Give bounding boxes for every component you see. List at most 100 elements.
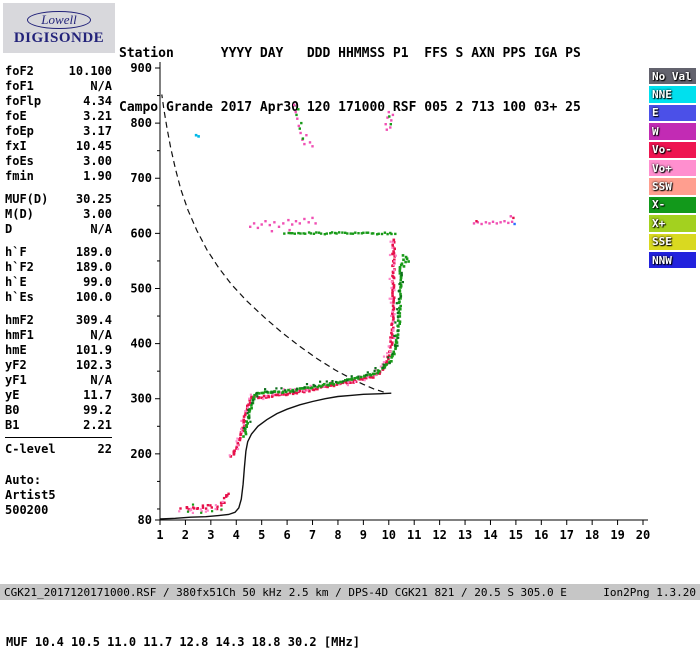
- param-label: yE: [5, 388, 20, 402]
- svg-text:15: 15: [509, 528, 523, 542]
- logo-lowell-text: Lowell: [27, 10, 91, 29]
- param-label: h`Es: [5, 290, 34, 304]
- svg-text:13: 13: [458, 528, 472, 542]
- legend-item-x-: X-: [649, 196, 696, 214]
- status-bar: CGK21_2017120171000.RSF / 380fx51Ch 50 k…: [0, 584, 700, 600]
- series-second-hop-pink-dots: [249, 216, 317, 233]
- param-row-mufd: MUF(D) 30.25: [5, 192, 112, 207]
- param-label: h`F: [5, 245, 27, 259]
- param-row-hme: hmE 101.9: [5, 343, 112, 358]
- svg-text:400: 400: [130, 337, 152, 351]
- svg-text:900: 900: [130, 61, 152, 75]
- param-value: 3.00: [83, 154, 112, 168]
- param-row-hmf2: hmF2 309.4: [5, 313, 112, 328]
- param-label: fxI: [5, 139, 27, 153]
- plot-axes: [155, 62, 648, 525]
- legend-item-sse: SSE: [649, 233, 696, 250]
- header-field-values-row: Campo Grande 2017 Apr30 120 171000 RSF 0…: [119, 100, 581, 115]
- param-label: foFlp: [5, 94, 42, 108]
- legend-item-w: W: [649, 123, 696, 140]
- muf-row: MUF 10.4 10.5 11.0 11.7 12.8 14.3 18.8 3…: [6, 635, 361, 649]
- param-row-d: D N/A: [5, 222, 112, 237]
- param-label: fmin: [5, 169, 34, 183]
- svg-text:6: 6: [283, 528, 290, 542]
- series-upper-scatter-green: [295, 108, 392, 140]
- param-value: 3.00: [83, 207, 112, 221]
- svg-text:500: 500: [130, 281, 152, 295]
- series-x-trace: [242, 263, 403, 438]
- param-value: 99.2: [83, 403, 112, 417]
- svg-text:17: 17: [560, 528, 574, 542]
- series-es-green-dots: [186, 503, 223, 514]
- svg-text:3: 3: [207, 528, 214, 542]
- series-upper-scatter-pink: [293, 103, 395, 148]
- param-value: N/A: [90, 222, 112, 236]
- param-value: 102.3: [75, 358, 112, 372]
- param-label: foEp: [5, 124, 34, 138]
- svg-text:600: 600: [130, 226, 152, 240]
- series-o-trace: [229, 238, 396, 458]
- param-value: 101.9: [75, 343, 112, 357]
- param-panel: foF2 10.100 foF1 N/A foFlp 4.34 foE 3.21 foEp 3.1…: [5, 64, 112, 518]
- param-label: foE: [5, 109, 27, 123]
- svg-text:1: 1: [156, 528, 163, 542]
- param-value: N/A: [90, 328, 112, 342]
- series-second-hop-green-line: [283, 231, 397, 236]
- param-row-foep: foEp 3.17: [5, 124, 112, 139]
- legend-item-nne: NNE: [649, 86, 696, 103]
- param-label: 500200: [5, 503, 49, 517]
- svg-text:11: 11: [407, 528, 421, 542]
- series-oblique-cluster-red: [475, 216, 515, 223]
- param-row-clevel: C-level 22: [5, 442, 112, 457]
- svg-text:700: 700: [130, 171, 152, 185]
- series-true-height-profile: [159, 392, 392, 520]
- svg-text:12: 12: [432, 528, 446, 542]
- param-label: foF2: [5, 64, 34, 78]
- param-label: Artist5: [5, 488, 56, 502]
- param-label: yF2: [5, 358, 27, 372]
- svg-text:10: 10: [382, 528, 396, 542]
- param-value: 10.100: [68, 64, 112, 78]
- param-value: 4.34: [83, 94, 112, 108]
- param-label: hmF2: [5, 313, 34, 327]
- status-file-info: CGK21_2017120171000.RSF / 380fx51Ch 50 k…: [4, 585, 567, 599]
- param-label: B0: [5, 403, 20, 417]
- param-label: B1: [5, 418, 20, 432]
- param-value: 99.0: [83, 275, 112, 289]
- param-label: hmE: [5, 343, 27, 357]
- param-row-b1: B1 2.21: [5, 418, 112, 433]
- legend-item-nnw: NNW: [649, 251, 696, 269]
- svg-text:16: 16: [534, 528, 548, 542]
- param-value: N/A: [90, 373, 112, 387]
- svg-text:8: 8: [334, 528, 341, 542]
- logo-digisonde-text: DIGISONDE: [13, 29, 105, 46]
- series-oblique-cluster-pink: [472, 215, 514, 226]
- svg-text:200: 200: [130, 447, 152, 461]
- param-value: 30.25: [75, 192, 112, 206]
- legend-item-vo+: Vo+: [649, 159, 696, 177]
- svg-text:800: 800: [130, 116, 152, 130]
- param-label: MUF(D): [5, 192, 49, 206]
- svg-text:18: 18: [585, 528, 599, 542]
- svg-text:20: 20: [636, 528, 650, 542]
- param-label: h`F2: [5, 260, 34, 274]
- param-row-fxi: fxI 10.45: [5, 139, 112, 154]
- param-row-yf1: yF1 N/A: [5, 373, 112, 388]
- svg-text:9: 9: [360, 528, 367, 542]
- param-row-hf2: h`F2 189.0: [5, 260, 112, 275]
- svg-text:19: 19: [610, 528, 624, 542]
- svg-text:14: 14: [483, 528, 497, 542]
- param-row-auto: Auto:: [5, 473, 112, 488]
- param-row-yf2: yF2 102.3: [5, 358, 112, 373]
- ionogram-plot: 1 2 3 4 5 6 7 8 9 10 11 12 13 14 15 16 17 18 19 20802003004…: [130, 61, 650, 542]
- param-label: h`E: [5, 275, 27, 289]
- legend-item-no-val: No Val: [649, 68, 696, 85]
- svg-text:300: 300: [130, 392, 152, 406]
- param-row-artist5: Artist5: [5, 488, 112, 503]
- param-divider: [5, 437, 112, 438]
- param-value: 309.4: [75, 313, 112, 327]
- header-field-names-row: Station YYYY DAY DDD HHMMSS P1 FFS S AXN…: [119, 46, 581, 61]
- series-topside-model-dashed: [161, 94, 384, 393]
- svg-text:4: 4: [233, 528, 240, 542]
- series-oblique-cluster-blue: [513, 222, 516, 226]
